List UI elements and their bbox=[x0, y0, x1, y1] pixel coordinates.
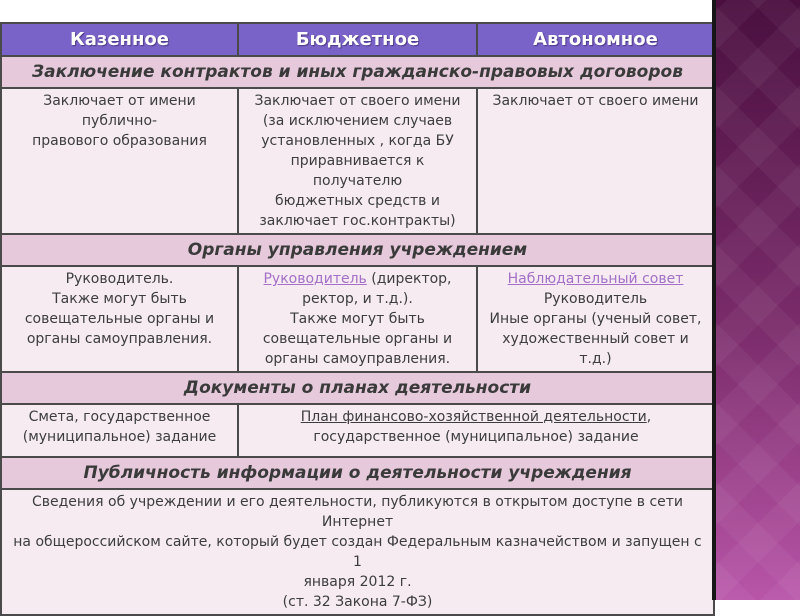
cell-text: Руководитель. Также могут быть совещател… bbox=[24, 271, 215, 347]
column-header-kazennoe: Казенное bbox=[0, 22, 239, 57]
decorative-side-panel bbox=[712, 0, 800, 600]
cell-text: (директор, ректор, и т.д.). Также могут … bbox=[262, 271, 453, 367]
cell-publicity-merged: Сведения об учреждении и его деятельност… bbox=[0, 488, 715, 616]
publicity-row: Сведения об учреждении и его деятельност… bbox=[0, 488, 715, 616]
section-title-management: Органы управления учреждением bbox=[0, 233, 715, 267]
cell-management-kazennoe: Руководитель. Также могут быть совещател… bbox=[0, 265, 239, 373]
section-row-contracts: Заключение контрактов и иных гражданско-… bbox=[0, 55, 715, 89]
documents-row: Смета, государственное (муниципальное) з… bbox=[0, 403, 715, 458]
cell-text: Руководитель Иные органы (ученый совет, … bbox=[489, 291, 702, 367]
contracts-row: Заключает от имени публично- правового о… bbox=[0, 87, 715, 235]
header-row: Казенное Бюджетное Автономное bbox=[0, 22, 715, 57]
cell-text: Сведения об учреждении и его деятельност… bbox=[13, 494, 702, 610]
section-row-documents: Документы о планах деятельности bbox=[0, 371, 715, 405]
management-row: Руководитель. Также могут быть совещател… bbox=[0, 265, 715, 373]
cell-text: Смета, государственное (муниципальное) з… bbox=[22, 409, 217, 445]
cell-management-budzhetnoe: Руководитель (директор, ректор, и т.д.).… bbox=[237, 265, 478, 373]
cell-contracts-budzhetnoe: Заключает от своего имени (за исключение… bbox=[237, 87, 478, 235]
rukovoditel-link[interactable]: Руководитель bbox=[263, 271, 367, 287]
cell-text: , государственное (муниципальное) задани… bbox=[313, 409, 652, 445]
cell-management-avtonomnoe: Наблюдательный совет Руководитель Иные ор… bbox=[476, 265, 715, 373]
cell-text: Заключает от своего имени bbox=[492, 93, 699, 109]
section-title-documents: Документы о планах деятельности bbox=[0, 371, 715, 405]
section-row-publicity: Публичность информации о деятельности уч… bbox=[0, 456, 715, 490]
section-title-contracts: Заключение контрактов и иных гражданско-… bbox=[0, 55, 715, 89]
column-header-budzhetnoe: Бюджетное bbox=[237, 22, 478, 57]
cell-text: Заключает от имени публично- правового о… bbox=[32, 93, 207, 149]
plan-fhd-link[interactable]: План финансово-хозяйственной деятельност… bbox=[300, 409, 647, 425]
section-row-management: Органы управления учреждением bbox=[0, 233, 715, 267]
cell-contracts-avtonomnoe: Заключает от своего имени bbox=[476, 87, 715, 235]
cell-documents-merged: План финансово-хозяйственной деятельност… bbox=[237, 403, 715, 458]
column-header-avtonomnoe: Автономное bbox=[476, 22, 715, 57]
section-title-publicity: Публичность информации о деятельности уч… bbox=[0, 456, 715, 490]
cell-text: Заключает от своего имени (за исключение… bbox=[254, 93, 461, 229]
cell-documents-kazennoe: Смета, государственное (муниципальное) з… bbox=[0, 403, 239, 458]
comparison-table: Казенное Бюджетное Автономное Заключение… bbox=[0, 22, 715, 616]
nablyudatelny-sovet-link[interactable]: Наблюдательный совет bbox=[507, 271, 684, 287]
cell-contracts-kazennoe: Заключает от имени публично- правового о… bbox=[0, 87, 239, 235]
